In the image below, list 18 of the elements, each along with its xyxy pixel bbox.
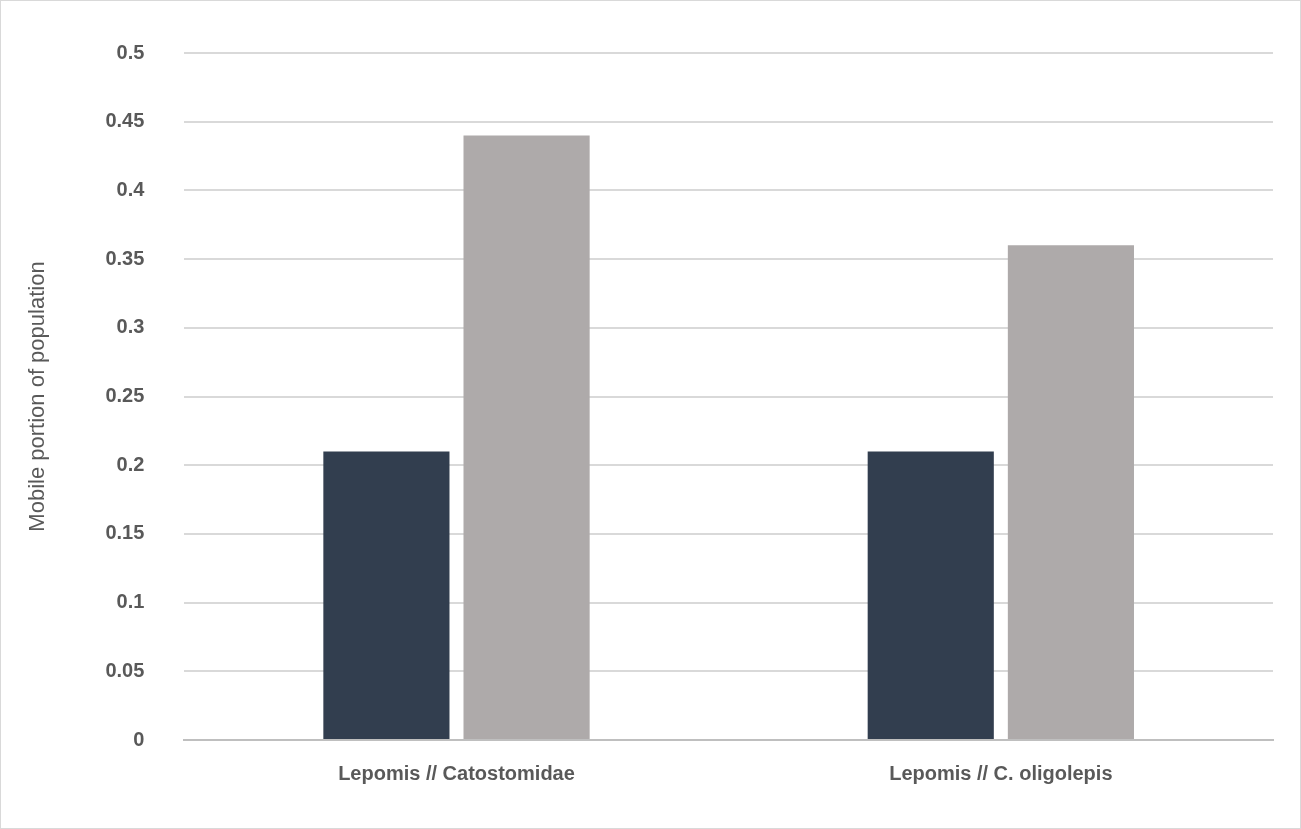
bar <box>1007 245 1134 739</box>
bar <box>323 451 450 739</box>
y-tick-label: 0.2 <box>116 452 145 475</box>
y-tick-label: 0.1 <box>116 590 145 613</box>
y-axis-title: Mobile portion of population <box>24 261 50 532</box>
y-tick-label: 0.4 <box>116 177 146 200</box>
y-tick-label: 0.35 <box>105 246 145 269</box>
y-tick-label: 0 <box>133 727 145 750</box>
y-tick-label: 0.5 <box>116 40 145 63</box>
y-tick-label: 0.25 <box>105 384 145 407</box>
y-tick-label: 0.15 <box>105 521 145 544</box>
bar <box>463 135 590 739</box>
bar <box>867 451 994 739</box>
x-tick-label: Lepomis // Catostomidae <box>338 761 575 784</box>
x-tick-label: Lepomis // C. oligolepis <box>889 761 1113 784</box>
y-tick-label: 0.45 <box>105 109 145 132</box>
y-tick-label: 0.3 <box>116 315 145 338</box>
y-tick-label: 0.05 <box>105 658 145 681</box>
